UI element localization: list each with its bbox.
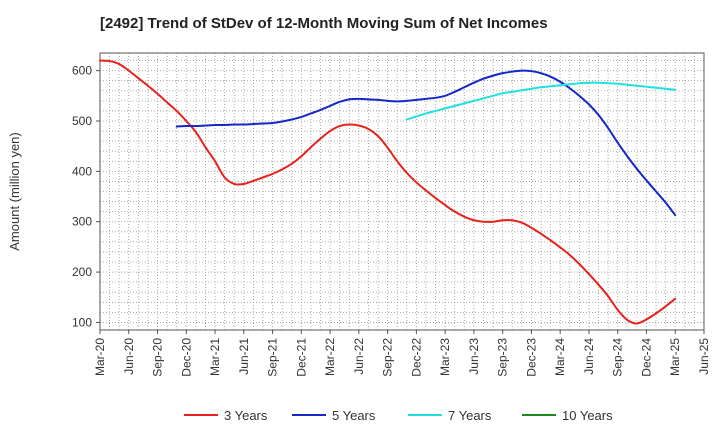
y-tick-label: 100 — [72, 315, 92, 329]
legend-label-5-years: 5 Years — [332, 408, 376, 423]
plot-area — [100, 53, 704, 330]
x-tick-label: Mar-23 — [438, 338, 452, 376]
x-tick-label: Mar-22 — [323, 338, 337, 376]
grid — [100, 53, 704, 330]
x-tick-label: Jun-23 — [467, 338, 481, 375]
series-line-7-years — [405, 81, 677, 121]
series-lines — [99, 59, 677, 325]
x-tick-label: Jun-20 — [122, 338, 136, 375]
y-tick-label: 500 — [72, 114, 92, 128]
x-tick-label: Sep-21 — [266, 338, 280, 377]
y-tick-label: 200 — [72, 265, 92, 279]
x-tick-label: Jun-24 — [582, 338, 596, 375]
x-tick-label: Sep-22 — [381, 338, 395, 377]
x-tick-label: Dec-24 — [639, 338, 653, 377]
legend-label-7-years: 7 Years — [448, 408, 492, 423]
x-tick-label: Mar-24 — [553, 338, 567, 376]
x-tick-label: Dec-23 — [524, 338, 538, 377]
x-tick-label: Jun-25 — [697, 338, 711, 375]
x-tick-label: Sep-24 — [611, 338, 625, 377]
series-line-5-years — [175, 69, 677, 217]
x-tick-label: Mar-25 — [668, 338, 682, 376]
x-tick-label: Sep-20 — [151, 338, 165, 377]
legend-label-10-years: 10 Years — [562, 408, 613, 423]
plot-frame — [99, 52, 705, 331]
x-tick-label: Dec-20 — [179, 338, 193, 377]
x-tick-label: Jun-22 — [352, 338, 366, 375]
x-tick-label: Sep-23 — [496, 338, 510, 377]
legend-label-3-years: 3 Years — [224, 408, 268, 423]
y-tick-label: 300 — [72, 215, 92, 229]
x-tick-label: Dec-21 — [294, 338, 308, 377]
y-tick-label: 600 — [72, 64, 92, 78]
x-tick-label: Dec-22 — [409, 338, 423, 377]
axes: 100 200 300 400 500 600 Mar-20 Jun-20 Sep-20 Dec-… — [7, 52, 711, 377]
x-tick-label: Mar-20 — [93, 338, 107, 376]
series-line-3-years — [99, 59, 677, 325]
x-tick-label: Mar-21 — [208, 338, 222, 376]
chart-title: [2492] Trend of StDev of 12-Month Moving… — [100, 15, 548, 32]
y-tick-label: 400 — [72, 164, 92, 178]
legend: 3 Years 5 Years 7 Years 10 Years — [184, 408, 613, 423]
x-tick-label: Jun-21 — [237, 338, 251, 375]
y-axis-label: Amount (million yen) — [7, 132, 22, 251]
